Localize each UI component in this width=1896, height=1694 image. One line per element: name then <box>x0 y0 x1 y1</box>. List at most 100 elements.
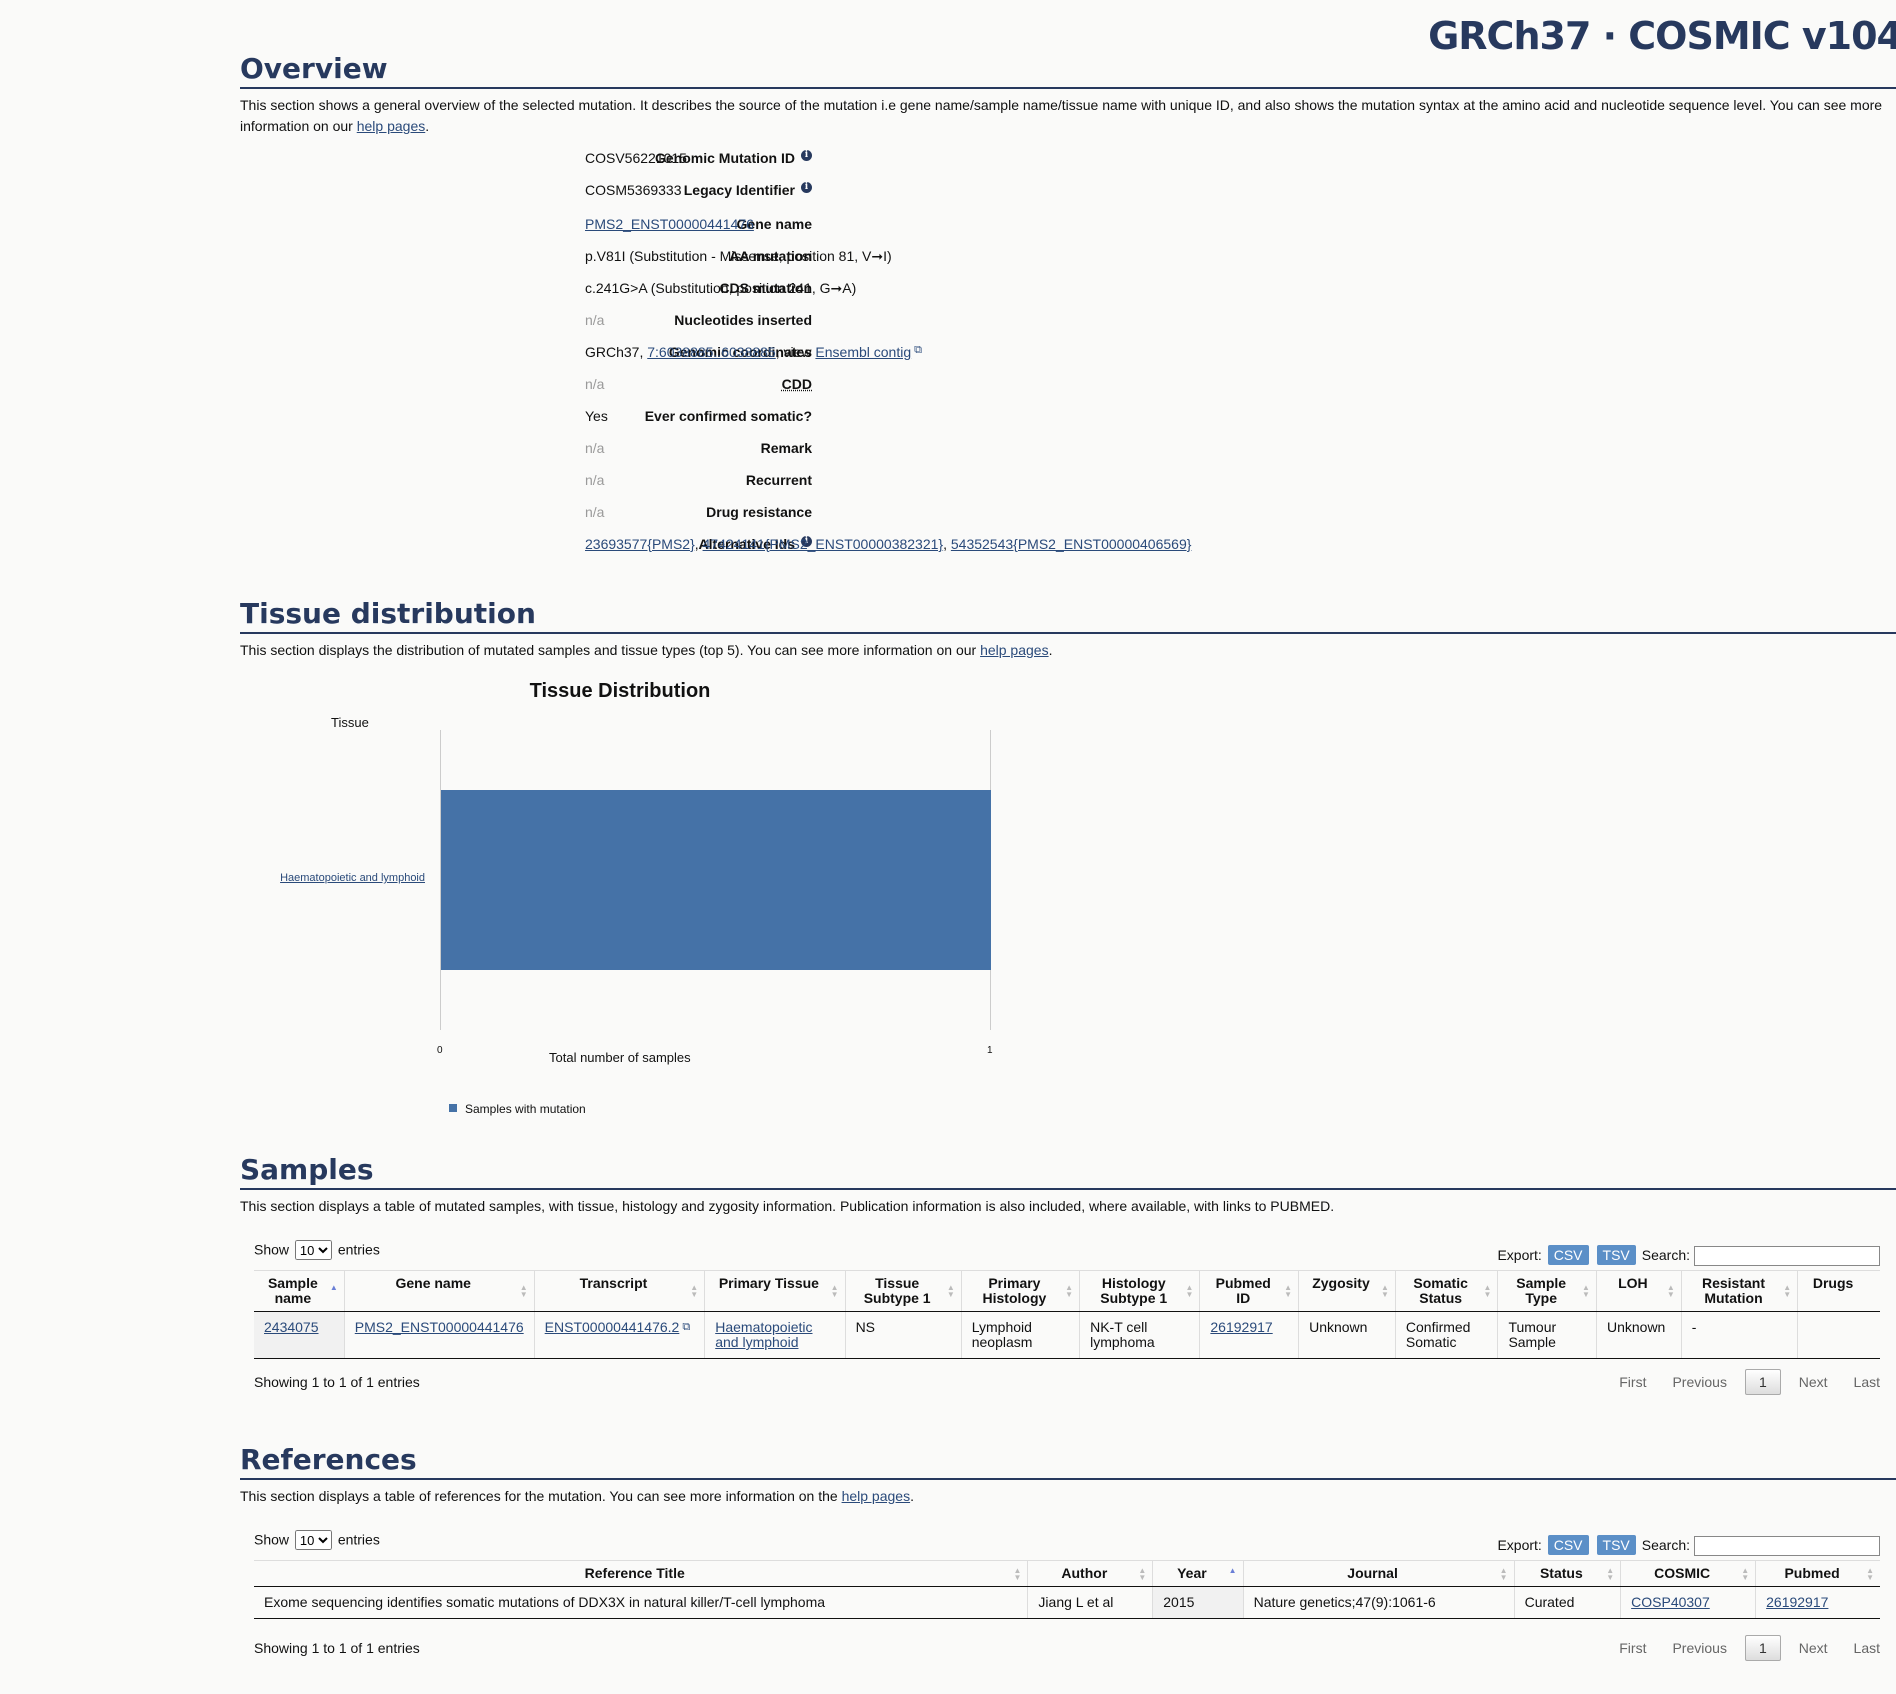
sort-icon: ▲ ▼ <box>1741 1565 1750 1582</box>
overview-desc-period: . <box>425 118 430 134</box>
info-icon[interactable]: i <box>801 182 812 193</box>
export-label: Export: <box>1497 1537 1542 1553</box>
field-label: Gene name <box>736 216 812 232</box>
column-header-cosmic[interactable]: COSMIC ▲ ▼ <box>1620 1560 1757 1587</box>
chart-title: Tissue Distribution <box>529 680 711 702</box>
tissue-section: Tissue distribution This section display… <box>240 597 1896 661</box>
pubmed-link[interactable]: 26192917 <box>1766 1594 1829 1610</box>
samples-search-input[interactable] <box>1694 1246 1880 1267</box>
field-value: COSM5369333 <box>585 182 682 198</box>
chart-y-axis-line <box>440 730 441 1030</box>
field-aa-mutation: AA mutation p.V81I (Substitution - Misse… <box>240 248 1540 280</box>
zygosity-cell: Unknown <box>1298 1311 1396 1359</box>
sort-icon: ▲ ▼ <box>1013 1565 1022 1582</box>
info-icon[interactable]: i <box>801 150 812 161</box>
pager-last[interactable]: Last <box>1853 1374 1880 1390</box>
column-header-zygosity[interactable]: Zygosity ▲ ▼ <box>1298 1270 1396 1312</box>
samples-table-info: Showing 1 to 1 of 1 entries <box>254 1374 420 1390</box>
column-header-primary-tissue[interactable]: Primary Tissue ▲ ▼ <box>704 1270 846 1312</box>
column-header-tissue-subtype[interactable]: Tissue Subtype 1 ▲ ▼ <box>845 1270 962 1312</box>
references-table-info: Showing 1 to 1 of 1 entries <box>254 1640 420 1656</box>
alternative-id-link[interactable]: 47424141{PMS2_ENST00000382321} <box>702 536 944 552</box>
field-value: n/a <box>585 504 605 520</box>
pager-next[interactable]: Next <box>1798 1640 1828 1656</box>
overview-description: This section shows a general overview of… <box>240 95 1896 137</box>
column-header-year[interactable]: Year ▲ <box>1152 1560 1244 1587</box>
field-ever-confirmed-somatic: Ever confirmed somatic? Yes <box>240 408 1540 440</box>
field-label: Drug resistance <box>706 504 812 520</box>
column-header-resistant-mutation[interactable]: Resistant Mutation ▲ ▼ <box>1681 1270 1799 1312</box>
references-pagination: First Previous 1 Next Last <box>1593 1635 1880 1661</box>
column-header-author[interactable]: Author ▲ ▼ <box>1027 1560 1154 1587</box>
transcript-link[interactable]: ENST00000441476.2 <box>544 1319 680 1335</box>
chart-legend[interactable]: Samples with mutation <box>449 1102 586 1116</box>
column-header-label: Gene name <box>395 1275 471 1291</box>
pager-current-page[interactable]: 1 <box>1744 1635 1781 1661</box>
column-header-primary-histology[interactable]: Primary Histology ▲ ▼ <box>961 1270 1081 1312</box>
chart-category-label[interactable]: Haematopoietic and lymphoid <box>280 872 425 884</box>
legend-swatch <box>449 1104 457 1112</box>
samples-tsv-button[interactable]: TSV <box>1596 1245 1636 1265</box>
pager-next[interactable]: Next <box>1798 1374 1828 1390</box>
pubmed-link[interactable]: 26192917 <box>1210 1319 1273 1335</box>
pager-first[interactable]: First <box>1619 1640 1647 1656</box>
gene-name-link[interactable]: PMS2_ENST00000441476 <box>585 216 754 232</box>
field-legacy-identifier: Legacy Identifier i COSM5369333 <box>240 182 1540 216</box>
field-alternative-ids: Alternative Ids i 23693577{PMS2}, 4742414… <box>240 536 1540 568</box>
info-icon[interactable]: i <box>801 536 812 547</box>
ensembl-contig-link[interactable]: Ensembl contig <box>815 344 912 360</box>
pager-last[interactable]: Last <box>1853 1640 1880 1656</box>
column-header-label: Journal <box>1347 1565 1398 1581</box>
coordinates-link[interactable]: 7:6038885..6038885 <box>647 344 776 360</box>
samples-csv-button[interactable]: CSV <box>1547 1245 1589 1265</box>
pager-current-page[interactable]: 1 <box>1744 1369 1781 1395</box>
tissue-heading: Tissue distribution <box>240 597 1896 634</box>
references-help-link[interactable]: help pages <box>841 1488 911 1504</box>
references-search-input[interactable] <box>1694 1536 1880 1557</box>
column-header-histology-subtype[interactable]: Histology Subtype 1 ▲ ▼ <box>1079 1270 1201 1312</box>
column-header-transcript[interactable]: Transcript ▲ ▼ <box>534 1270 706 1312</box>
column-header-gene-name[interactable]: Gene name ▲ ▼ <box>344 1270 535 1312</box>
sort-icon: ▲ ▼ <box>1582 1283 1590 1299</box>
pager-previous[interactable]: Previous <box>1672 1374 1727 1390</box>
references-page-size-select[interactable]: 10 <box>294 1530 332 1550</box>
column-header-somatic-status[interactable]: Somatic Status ▲ ▼ <box>1395 1270 1499 1312</box>
search-label: Search: <box>1641 1537 1690 1553</box>
samples-page-size-select[interactable]: 10 <box>294 1240 332 1260</box>
column-header-pubmed[interactable]: Pubmed ▲ ▼ <box>1755 1560 1880 1587</box>
field-label: Alternative Ids <box>698 536 795 552</box>
field-value: Yes <box>585 408 608 424</box>
tissue-desc-text: This section displays the distribution o… <box>240 642 981 658</box>
tissue-help-link[interactable]: help pages <box>980 642 1049 658</box>
column-header-loh[interactable]: LOH ▲ ▼ <box>1596 1270 1682 1312</box>
tissue-desc-period: . <box>1048 642 1053 658</box>
coordinates-mid: , view <box>775 344 816 360</box>
alternative-id-link[interactable]: 23693577{PMS2} <box>585 536 695 552</box>
column-header-drugs[interactable]: Drugs <box>1797 1270 1880 1312</box>
references-tsv-button[interactable]: TSV <box>1596 1535 1636 1555</box>
field-label: Ever confirmed somatic? <box>644 408 812 424</box>
loh-cell: Unknown <box>1596 1311 1682 1359</box>
overview-fields: Genomic Mutation ID i COSV56221015 Legacy… <box>240 150 1540 568</box>
cosmic-link[interactable]: COSP40307 <box>1631 1594 1710 1610</box>
column-header-sample-name[interactable]: Sample name ▲ <box>254 1270 345 1312</box>
primary-tissue-link[interactable]: Haematopoietic and lymphoid <box>715 1319 813 1350</box>
column-header-pubmed-id[interactable]: Pubmed ID ▲ ▼ <box>1199 1270 1300 1312</box>
column-header-status[interactable]: Status ▲ ▼ <box>1514 1560 1622 1587</box>
pager-previous[interactable]: Previous <box>1672 1640 1727 1656</box>
pager-first[interactable]: First <box>1619 1374 1647 1390</box>
field-cds-mutation: CDS mutation c.241G>A (Substitution, pos… <box>240 280 1540 312</box>
column-header-journal[interactable]: Journal ▲ ▼ <box>1243 1560 1515 1587</box>
sample-name-link[interactable]: 2434075 <box>264 1319 319 1335</box>
chart-bar[interactable] <box>441 790 991 970</box>
alternative-id-link[interactable]: 54352543{PMS2_ENST00000406569} <box>950 536 1192 552</box>
column-header-reference-title[interactable]: Reference Title ▲ ▼ <box>254 1560 1029 1587</box>
gene-name-link[interactable]: PMS2_ENST00000441476 <box>354 1319 524 1335</box>
column-header-sample-type[interactable]: Sample Type ▲ ▼ <box>1497 1270 1597 1312</box>
overview-help-link[interactable]: help pages <box>356 118 426 134</box>
field-label: Nucleotides inserted <box>674 312 812 328</box>
references-csv-button[interactable]: CSV <box>1547 1535 1589 1555</box>
column-header-label: Zygosity <box>1312 1275 1370 1291</box>
references-length-control: Show 10 entries <box>254 1530 380 1550</box>
sort-icon: ▲ ▼ <box>1783 1283 1792 1299</box>
